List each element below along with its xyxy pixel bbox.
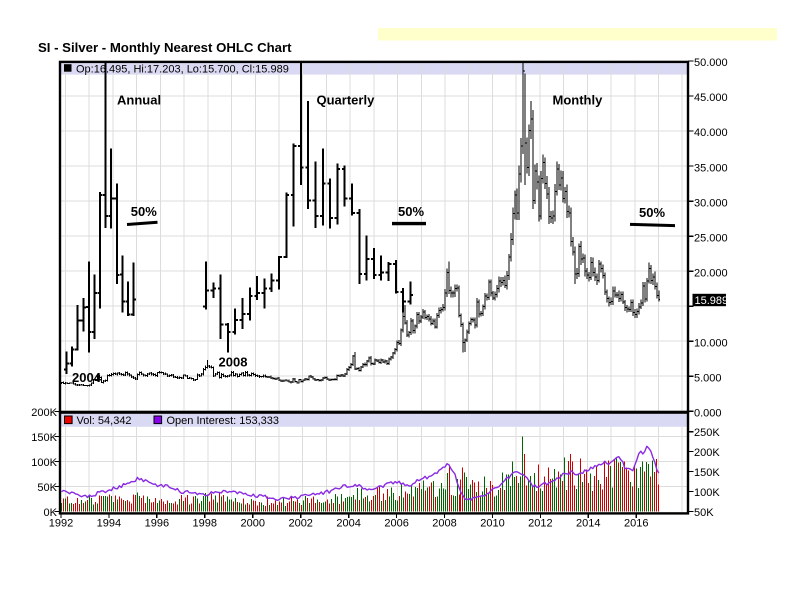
svg-text:100K: 100K (694, 487, 720, 499)
svg-text:Vol: 54,342: Vol: 54,342 (77, 415, 132, 427)
svg-text:Annual: Annual (117, 93, 161, 108)
svg-text:30.000: 30.000 (694, 197, 728, 209)
svg-text:Quarterly: Quarterly (317, 93, 376, 108)
svg-text:Monthly: Monthly (553, 93, 604, 108)
svg-text:2016: 2016 (624, 518, 648, 530)
svg-text:35.000: 35.000 (694, 162, 728, 174)
svg-text:Op:16.495, Hi:17.203, Lo:15.70: Op:16.495, Hi:17.203, Lo:15.700, Cl:15.9… (76, 63, 289, 75)
svg-text:Open Interest: 153,333: Open Interest: 153,333 (167, 415, 280, 427)
svg-text:20.000: 20.000 (694, 267, 728, 279)
svg-text:50.000: 50.000 (694, 57, 728, 69)
svg-text:1996: 1996 (145, 518, 169, 530)
svg-text:2010: 2010 (480, 518, 504, 530)
svg-text:10.000: 10.000 (694, 337, 728, 349)
svg-text:1994: 1994 (97, 518, 121, 530)
svg-text:0.000: 0.000 (694, 407, 722, 419)
svg-text:25.000: 25.000 (694, 232, 728, 244)
svg-text:2008: 2008 (432, 518, 456, 530)
svg-text:2014: 2014 (576, 518, 600, 530)
svg-text:250K: 250K (694, 427, 720, 439)
svg-text:SI - Silver - Monthly Nearest: SI - Silver - Monthly Nearest OHLC Chart (38, 40, 292, 55)
svg-text:2006: 2006 (384, 518, 408, 530)
svg-text:100K: 100K (31, 457, 57, 469)
svg-text:15.989: 15.989 (695, 295, 729, 307)
svg-text:1992: 1992 (49, 518, 73, 530)
svg-text:50K: 50K (37, 482, 57, 494)
svg-text:2012: 2012 (528, 518, 552, 530)
svg-text:40.000: 40.000 (694, 127, 728, 139)
svg-text:150K: 150K (694, 467, 720, 479)
svg-text:50%: 50% (639, 205, 665, 220)
svg-text:200K: 200K (31, 407, 57, 419)
svg-text:150K: 150K (31, 432, 57, 444)
svg-text:50K: 50K (694, 507, 714, 519)
svg-text:50%: 50% (131, 204, 157, 219)
svg-text:2000: 2000 (241, 518, 265, 530)
svg-text:5.000: 5.000 (694, 372, 722, 384)
svg-text:2002: 2002 (288, 518, 312, 530)
svg-text:1998: 1998 (193, 518, 217, 530)
svg-text:2004: 2004 (72, 370, 102, 385)
svg-text:50%: 50% (398, 204, 424, 219)
svg-text:45.000: 45.000 (694, 92, 728, 104)
svg-text:2004: 2004 (336, 518, 360, 530)
svg-text:2008: 2008 (219, 354, 248, 369)
svg-text:0K: 0K (44, 507, 58, 519)
svg-text:200K: 200K (694, 447, 720, 459)
